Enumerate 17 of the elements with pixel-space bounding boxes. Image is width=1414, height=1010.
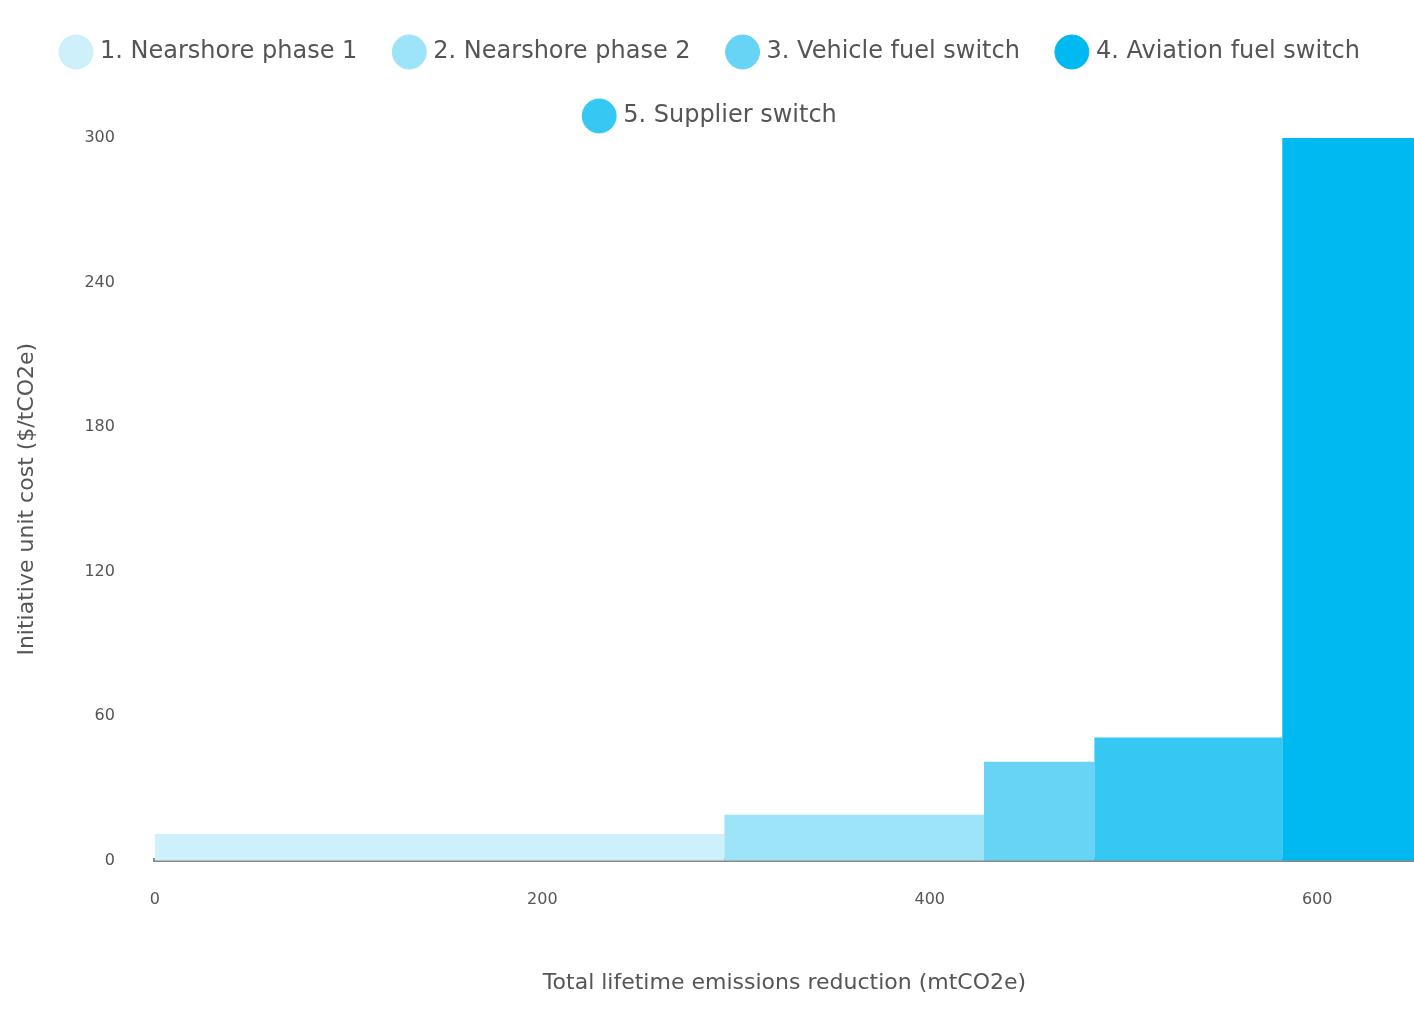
x-axis-title: Total lifetime emissions reduction (mtCO2e): [541, 968, 1027, 994]
y-tick-label: 60: [94, 705, 115, 725]
x-tick-label: 0: [149, 889, 161, 909]
legend-label: 2. Nearshore phase 2: [433, 36, 691, 65]
y-tick-label: 0: [104, 849, 115, 869]
y-axis-title: Initiative unit cost ($/tCO2e): [12, 342, 38, 656]
y-tick-label: 120: [84, 560, 115, 580]
y-tick-label: 240: [84, 271, 115, 291]
legend-label: 5. Supplier switch: [623, 100, 837, 129]
x-tick-label: 600: [1301, 889, 1333, 909]
legend-label: 4. Aviation fuel switch: [1095, 36, 1360, 65]
legend-label: 1. Nearshore phase 1: [100, 36, 358, 65]
x-tick-label: 400: [914, 889, 946, 909]
y-tick-label: 180: [84, 416, 115, 436]
y-tick-label: 300: [84, 127, 115, 147]
x-tick-label: 200: [527, 889, 558, 909]
legend-label: 3. Vehicle fuel switch: [766, 36, 1020, 65]
